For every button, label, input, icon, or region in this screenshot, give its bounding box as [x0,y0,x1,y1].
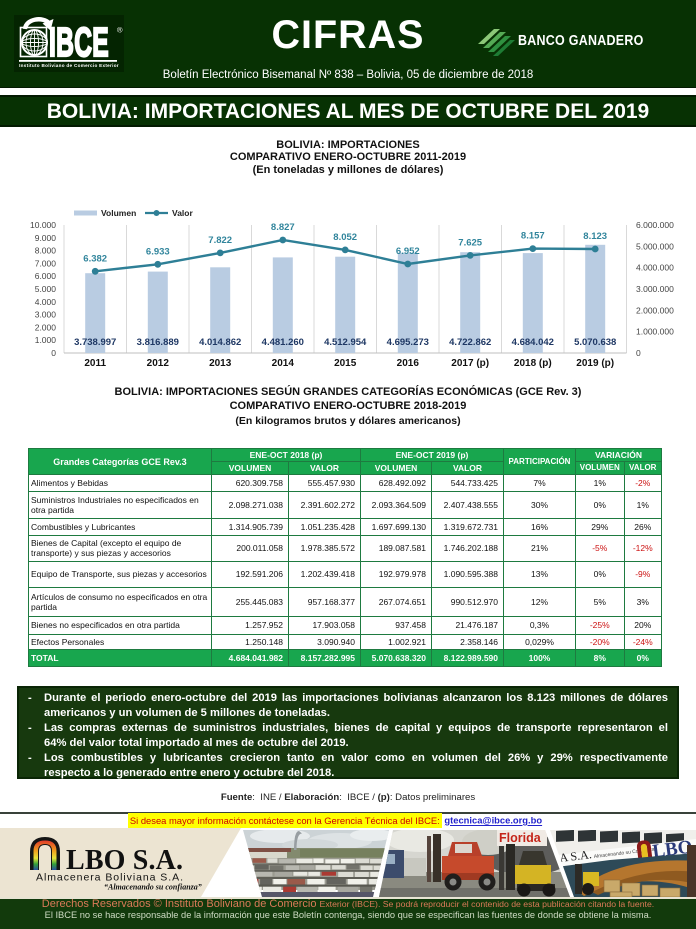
svg-text:4.684.042: 4.684.042 [512,337,554,348]
svg-text:2.000: 2.000 [35,322,57,332]
svg-text:“Almacenando su confianza”: “Almacenando su confianza” [104,883,202,892]
svg-text:0: 0 [51,348,56,358]
svg-text:2013: 2013 [209,358,232,369]
svg-text:6.000: 6.000 [35,271,57,281]
svg-text:8.000: 8.000 [35,246,57,256]
svg-text:1.000: 1.000 [35,335,57,345]
svg-text:6.000.000: 6.000.000 [636,220,674,230]
svg-text:2012: 2012 [147,358,170,369]
svg-text:8.157: 8.157 [521,231,545,242]
svg-text:A S.A.: A S.A. [559,847,593,865]
svg-text:7.822: 7.822 [208,235,232,246]
svg-text:2.000.000: 2.000.000 [636,305,674,315]
svg-text:Almacenera Boliviana S.A.: Almacenera Boliviana S.A. [36,872,183,884]
svg-text:2017 (p): 2017 (p) [451,358,489,369]
svg-text:6.952: 6.952 [396,246,420,257]
svg-text:4.000: 4.000 [35,297,57,307]
svg-text:7.000: 7.000 [35,258,57,268]
svg-text:8.827: 8.827 [271,222,295,233]
svg-text:4.014.862: 4.014.862 [199,337,241,348]
svg-text:3.816.889: 3.816.889 [137,337,179,348]
svg-text:Volumen: Volumen [101,208,136,218]
svg-text:9.000: 9.000 [35,233,57,243]
svg-text:4.722.862: 4.722.862 [449,337,491,348]
svg-text:®: ® [117,26,123,35]
svg-text:7.625: 7.625 [458,237,482,248]
svg-text:LBO S.A.: LBO S.A. [66,845,183,876]
svg-text:6.933: 6.933 [146,246,170,257]
svg-text:6.382: 6.382 [83,253,107,264]
svg-text:3.000: 3.000 [35,310,57,320]
svg-text:8.123: 8.123 [583,231,607,242]
svg-text:3.738.997: 3.738.997 [74,337,116,348]
svg-text:0: 0 [636,348,641,358]
svg-text:4.000.000: 4.000.000 [636,263,674,273]
svg-text:2019 (p): 2019 (p) [576,358,614,369]
svg-text:10.000: 10.000 [30,220,56,230]
svg-text:5.000.000: 5.000.000 [636,241,674,251]
svg-text:2018 (p): 2018 (p) [514,358,552,369]
svg-text:Florida: Florida [499,831,542,845]
svg-text:4.481.260: 4.481.260 [262,337,304,348]
svg-text:5.000: 5.000 [35,284,57,294]
svg-text:8.052: 8.052 [333,232,357,243]
svg-text:4.695.273: 4.695.273 [387,337,429,348]
svg-text:2016: 2016 [397,358,420,369]
svg-text:2015: 2015 [334,358,357,369]
svg-text:1.000.000: 1.000.000 [636,327,674,337]
svg-text:5.070.638: 5.070.638 [574,337,616,348]
svg-text:2014: 2014 [272,358,295,369]
svg-text:2011: 2011 [84,358,106,369]
svg-text:Valor: Valor [172,208,193,218]
svg-text:4.512.954: 4.512.954 [324,337,367,348]
svg-text:3.000.000: 3.000.000 [636,284,674,294]
